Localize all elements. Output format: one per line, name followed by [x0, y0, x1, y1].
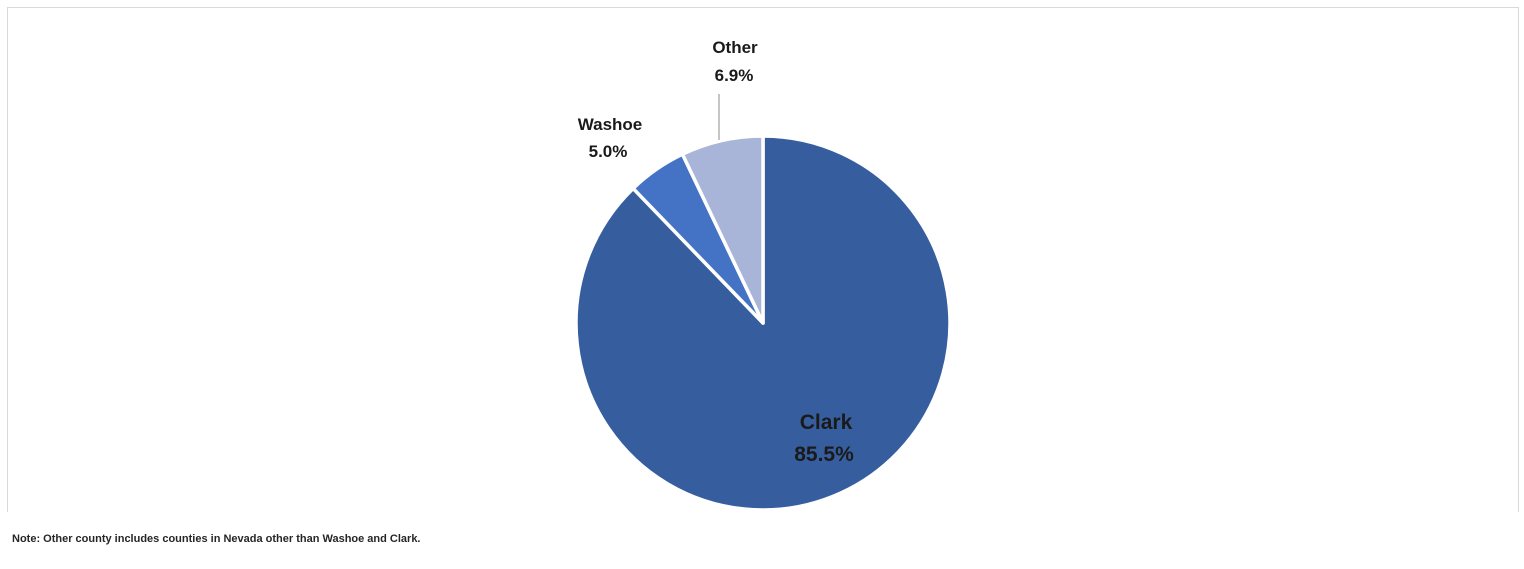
- slice-value-washoe: 5.0%: [589, 142, 628, 161]
- slice-label-clark: Clark: [800, 411, 853, 434]
- footnote: Note: Other county includes counties in …: [12, 533, 421, 545]
- slice-value-clark: 85.5%: [794, 443, 854, 466]
- slice-label-other: Other: [712, 38, 758, 57]
- chart-frame-mask: [7, 512, 1520, 562]
- pie-labels: Clark 85.5% Washoe 5.0% Other 6.9%: [578, 38, 854, 466]
- slice-label-washoe: Washoe: [578, 115, 643, 134]
- pie-slices: [574, 134, 952, 512]
- slice-value-other: 6.9%: [715, 66, 754, 85]
- pie-slice-other: [680, 134, 765, 325]
